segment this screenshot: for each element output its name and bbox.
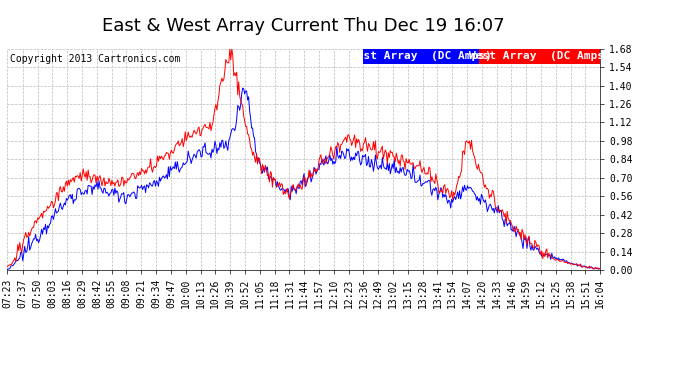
FancyBboxPatch shape: [479, 49, 600, 64]
Text: East & West Array Current Thu Dec 19 16:07: East & West Array Current Thu Dec 19 16:…: [102, 17, 505, 35]
Text: Copyright 2013 Cartronics.com: Copyright 2013 Cartronics.com: [10, 54, 180, 64]
Text: West Array  (DC Amps): West Array (DC Amps): [469, 51, 611, 62]
FancyBboxPatch shape: [363, 49, 479, 64]
Text: East Array  (DC Amps): East Array (DC Amps): [350, 51, 492, 62]
